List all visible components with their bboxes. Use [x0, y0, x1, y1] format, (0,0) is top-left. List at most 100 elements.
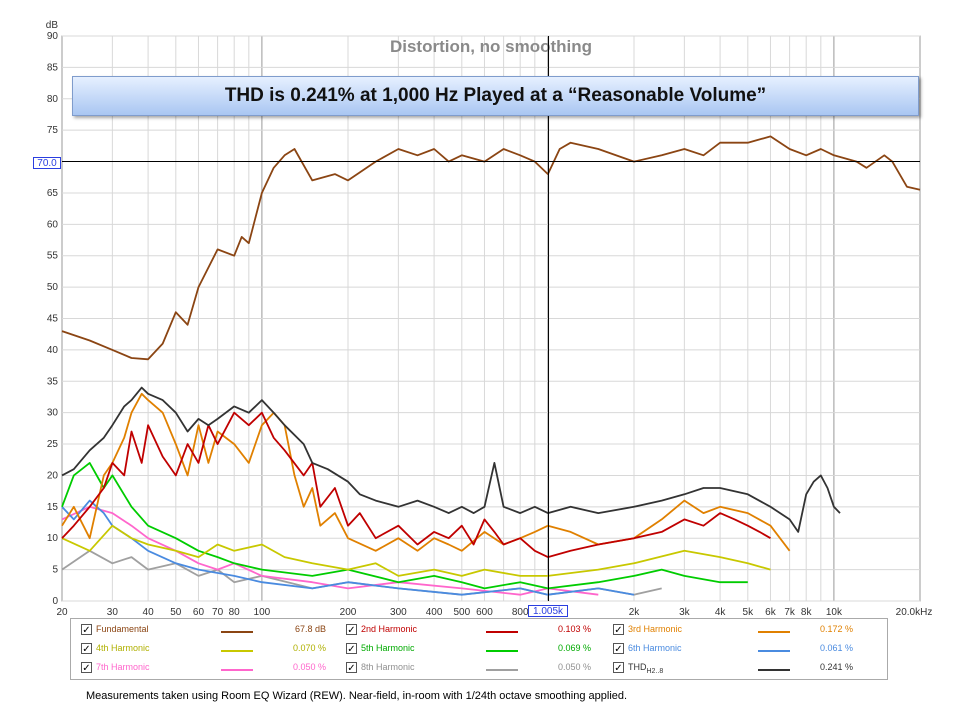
legend-swatch [486, 650, 518, 652]
y-tick-label: 60 [47, 219, 59, 230]
legend-label: Fundamental [96, 624, 149, 634]
x-tick-label: 400 [426, 607, 443, 618]
series-line-4th-harmonic [61, 524, 771, 577]
legend-label: THDH2..8 [628, 662, 663, 675]
legend-label: 6th Harmonic [628, 643, 682, 653]
chart-title: Distortion, no smoothing [390, 37, 592, 56]
x-tick-label: 40 [143, 607, 155, 618]
legend-swatch [758, 650, 790, 652]
checkbox-icon[interactable]: ✓ [613, 662, 624, 674]
x-tick-label: 70 [212, 607, 224, 618]
legend-swatch [221, 669, 253, 671]
legend-item-6th-harmonic[interactable]: ✓ 6th Harmonic 0.061 % [613, 641, 873, 659]
y-tick-label: 85 [47, 62, 59, 73]
x-tick-label: 600 [476, 607, 493, 618]
legend-value: 0.241 % [819, 662, 853, 672]
checkbox-icon[interactable]: ✓ [346, 624, 357, 636]
legend-value: 0.070 % [292, 643, 326, 653]
y-tick-label: 90 [47, 31, 59, 42]
y-tick-label: 45 [47, 314, 59, 325]
checkbox-icon[interactable]: ✓ [346, 662, 357, 674]
series-line-2nd-harmonic [61, 411, 771, 558]
x-tick-label: 80 [229, 607, 241, 618]
legend-label: 8th Harmonic [361, 662, 415, 672]
legend-label: 5th Harmonic [361, 643, 415, 653]
legend-item-2nd-harmonic[interactable]: ✓ 2nd Harmonic 0.103 % [346, 622, 606, 640]
legend-item-7th-harmonic[interactable]: ✓ 7th Harmonic 0.050 % [81, 660, 341, 678]
footnote: Measurements taken using Room EQ Wizard … [86, 690, 628, 702]
x-tick-label: 30 [107, 607, 119, 618]
legend-swatch [221, 631, 253, 633]
x-tick-label: 3k [679, 607, 691, 618]
y-tick-label: 40 [47, 345, 59, 356]
series-line-6th-harmonic [61, 499, 635, 596]
legend-label-main: THD [628, 662, 647, 672]
y-tick-label: 50 [47, 282, 59, 293]
checkbox-icon[interactable]: ✓ [81, 643, 92, 655]
legend-value: 0.172 % [819, 624, 853, 634]
x-tick-label: 200 [340, 607, 357, 618]
series-line-5th-harmonic [61, 462, 748, 590]
legend-swatch [758, 631, 790, 633]
checkbox-icon[interactable]: ✓ [81, 662, 92, 674]
y-tick-label: 10 [47, 533, 59, 544]
x-tick-label: 20 [56, 607, 68, 618]
legend-swatch [758, 669, 790, 671]
legend-label: 3rd Harmonic [628, 624, 683, 634]
cursor-level-readout[interactable]: 70.0 [33, 157, 61, 169]
legend-item-fundamental[interactable]: ✓ Fundamental 67.8 dB [81, 622, 341, 640]
y-axis-unit: dB [46, 20, 59, 31]
y-tick-label: 35 [47, 376, 59, 387]
checkbox-icon[interactable]: ✓ [613, 624, 624, 636]
legend-item-5th-harmonic[interactable]: ✓ 5th Harmonic 0.069 % [346, 641, 606, 659]
legend-item-3rd-harmonic[interactable]: ✓ 3rd Harmonic 0.172 % [613, 622, 873, 640]
series-line-fundamental [61, 135, 921, 361]
legend-item-8th-harmonic[interactable]: ✓ 8th Harmonic 0.050 % [346, 660, 606, 678]
legend-item-4th-harmonic[interactable]: ✓ 4th Harmonic 0.070 % [81, 641, 341, 659]
legend-label: 7th Harmonic [96, 662, 150, 672]
y-tick-label: 75 [47, 125, 59, 136]
y-tick-label: 65 [47, 188, 59, 199]
checkbox-icon[interactable]: ✓ [613, 643, 624, 655]
y-tick-label: 55 [47, 251, 59, 262]
legend-value: 0.050 % [292, 662, 326, 672]
y-tick-label: 0 [52, 596, 58, 607]
x-tick-label: 50 [170, 607, 182, 618]
x-tick-label: 4k [715, 607, 727, 618]
y-tick-label: 30 [47, 408, 59, 419]
legend-swatch [486, 631, 518, 633]
x-tick-label: 5k [743, 607, 755, 618]
legend-value: 0.061 % [819, 643, 853, 653]
y-tick-label: 5 [52, 565, 58, 576]
x-tick-label: 2k [629, 607, 641, 618]
legend-item-thd[interactable]: ✓ THDH2..8 0.241 % [613, 660, 873, 678]
legend-swatch [486, 669, 518, 671]
legend-value: 0.050 % [557, 662, 591, 672]
x-tick-label: 100 [254, 607, 271, 618]
cursor-frequency-readout[interactable]: 1.005k [528, 605, 568, 617]
legend-swatch [221, 650, 253, 652]
y-tick-label: 25 [47, 439, 59, 450]
chart-banner: THD is 0.241% at 1,000 Hz Played at a “R… [72, 76, 919, 116]
x-tick-label: 300 [390, 607, 407, 618]
x-tick-label: 10k [826, 607, 843, 618]
checkbox-icon[interactable]: ✓ [81, 624, 92, 636]
y-tick-label: 15 [47, 502, 59, 513]
legend-label: 4th Harmonic [96, 643, 150, 653]
legend-value: 0.103 % [557, 624, 591, 634]
x-tick-label: 20.0kHz [896, 607, 933, 618]
checkbox-icon[interactable]: ✓ [346, 643, 357, 655]
x-tick-label: 800 [512, 607, 529, 618]
x-tick-label: 60 [193, 607, 205, 618]
x-tick-label: 7k [784, 607, 796, 618]
x-tick-label: 6k [765, 607, 777, 618]
legend-label: 2nd Harmonic [361, 624, 418, 634]
legend-label-sub: H2..8 [646, 667, 664, 675]
y-tick-label: 80 [47, 94, 59, 105]
series-line-thd [61, 386, 841, 533]
legend: ✓ Fundamental 67.8 dB ✓ 2nd Harmonic 0.1… [70, 618, 888, 680]
x-tick-label: 500 [453, 607, 470, 618]
x-tick-label: 8k [801, 607, 813, 618]
y-tick-label: 20 [47, 470, 59, 481]
